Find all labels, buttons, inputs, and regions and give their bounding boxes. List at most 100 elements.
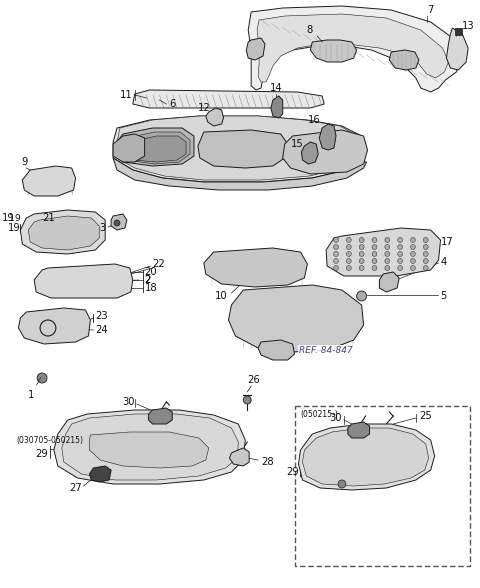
Polygon shape bbox=[198, 130, 288, 168]
Circle shape bbox=[359, 266, 364, 270]
Text: 22: 22 bbox=[153, 259, 165, 269]
Text: 30: 30 bbox=[122, 397, 135, 407]
Text: REF. 84-847: REF. 84-847 bbox=[299, 346, 352, 355]
Text: 19: 19 bbox=[9, 213, 20, 222]
Circle shape bbox=[334, 266, 338, 270]
Polygon shape bbox=[302, 428, 429, 486]
Text: 26: 26 bbox=[247, 375, 260, 385]
Circle shape bbox=[385, 259, 390, 263]
Circle shape bbox=[372, 266, 377, 270]
Text: 28: 28 bbox=[261, 457, 274, 467]
Circle shape bbox=[334, 245, 338, 249]
Polygon shape bbox=[326, 228, 441, 276]
Circle shape bbox=[334, 238, 338, 242]
Polygon shape bbox=[319, 124, 336, 150]
Text: 29: 29 bbox=[286, 467, 299, 477]
Polygon shape bbox=[149, 408, 172, 424]
Circle shape bbox=[372, 259, 377, 263]
Circle shape bbox=[243, 396, 251, 404]
Circle shape bbox=[114, 220, 120, 226]
Text: 5: 5 bbox=[441, 291, 447, 301]
Circle shape bbox=[37, 373, 47, 383]
Polygon shape bbox=[121, 132, 190, 164]
Circle shape bbox=[347, 238, 351, 242]
Circle shape bbox=[385, 238, 390, 242]
Circle shape bbox=[347, 259, 351, 263]
Text: 24: 24 bbox=[96, 325, 108, 335]
Polygon shape bbox=[271, 96, 283, 118]
Polygon shape bbox=[389, 50, 419, 70]
Circle shape bbox=[423, 238, 428, 242]
Polygon shape bbox=[117, 128, 194, 166]
Polygon shape bbox=[127, 136, 186, 162]
Circle shape bbox=[347, 252, 351, 256]
Text: 27: 27 bbox=[69, 483, 82, 493]
Polygon shape bbox=[34, 264, 133, 298]
Text: 11: 11 bbox=[120, 90, 133, 100]
Polygon shape bbox=[258, 340, 295, 360]
Polygon shape bbox=[456, 28, 462, 35]
Polygon shape bbox=[248, 6, 462, 92]
Circle shape bbox=[372, 238, 377, 242]
Text: 17: 17 bbox=[441, 237, 453, 247]
Circle shape bbox=[385, 252, 390, 256]
Text: 14: 14 bbox=[269, 83, 282, 93]
Polygon shape bbox=[113, 158, 367, 190]
Text: 1: 1 bbox=[28, 377, 41, 400]
Text: 21: 21 bbox=[42, 213, 55, 223]
Text: 9: 9 bbox=[21, 157, 27, 167]
Text: 12: 12 bbox=[197, 103, 210, 113]
Polygon shape bbox=[311, 40, 357, 62]
Text: 19: 19 bbox=[2, 213, 14, 223]
Text: 16: 16 bbox=[308, 115, 321, 125]
Circle shape bbox=[347, 245, 351, 249]
Polygon shape bbox=[257, 14, 448, 82]
Circle shape bbox=[397, 266, 403, 270]
Circle shape bbox=[338, 480, 346, 488]
Circle shape bbox=[410, 245, 415, 249]
Circle shape bbox=[359, 238, 364, 242]
Text: (050215-): (050215-) bbox=[300, 409, 338, 419]
Text: 2: 2 bbox=[144, 275, 151, 285]
Circle shape bbox=[334, 259, 338, 263]
Text: (030705-050215): (030705-050215) bbox=[16, 436, 84, 445]
Text: 25: 25 bbox=[419, 411, 432, 421]
Text: 18: 18 bbox=[144, 283, 157, 293]
Polygon shape bbox=[113, 134, 144, 162]
Text: 20: 20 bbox=[144, 267, 157, 277]
Circle shape bbox=[410, 266, 415, 270]
Polygon shape bbox=[228, 285, 364, 352]
Polygon shape bbox=[54, 410, 245, 484]
Polygon shape bbox=[62, 414, 239, 480]
Text: 7: 7 bbox=[428, 5, 434, 15]
Polygon shape bbox=[348, 422, 370, 438]
Polygon shape bbox=[379, 272, 399, 292]
Text: 8: 8 bbox=[306, 25, 312, 35]
Polygon shape bbox=[18, 308, 90, 344]
Polygon shape bbox=[113, 116, 367, 182]
Circle shape bbox=[359, 259, 364, 263]
Text: 10: 10 bbox=[215, 291, 228, 301]
Circle shape bbox=[372, 245, 377, 249]
Polygon shape bbox=[229, 448, 249, 466]
Text: 6: 6 bbox=[169, 99, 176, 109]
Text: 30: 30 bbox=[329, 413, 342, 423]
Circle shape bbox=[423, 259, 428, 263]
Circle shape bbox=[397, 238, 403, 242]
Polygon shape bbox=[111, 214, 127, 230]
Circle shape bbox=[423, 252, 428, 256]
Text: 13: 13 bbox=[462, 21, 475, 31]
Circle shape bbox=[359, 252, 364, 256]
Circle shape bbox=[410, 252, 415, 256]
Text: 29: 29 bbox=[35, 449, 48, 459]
Circle shape bbox=[423, 266, 428, 270]
Circle shape bbox=[334, 252, 338, 256]
Text: 3: 3 bbox=[99, 223, 105, 233]
Polygon shape bbox=[301, 142, 318, 164]
Circle shape bbox=[372, 252, 377, 256]
Circle shape bbox=[410, 259, 415, 263]
Circle shape bbox=[357, 291, 367, 301]
Text: 23: 23 bbox=[96, 311, 108, 321]
Polygon shape bbox=[89, 466, 111, 482]
Circle shape bbox=[397, 245, 403, 249]
